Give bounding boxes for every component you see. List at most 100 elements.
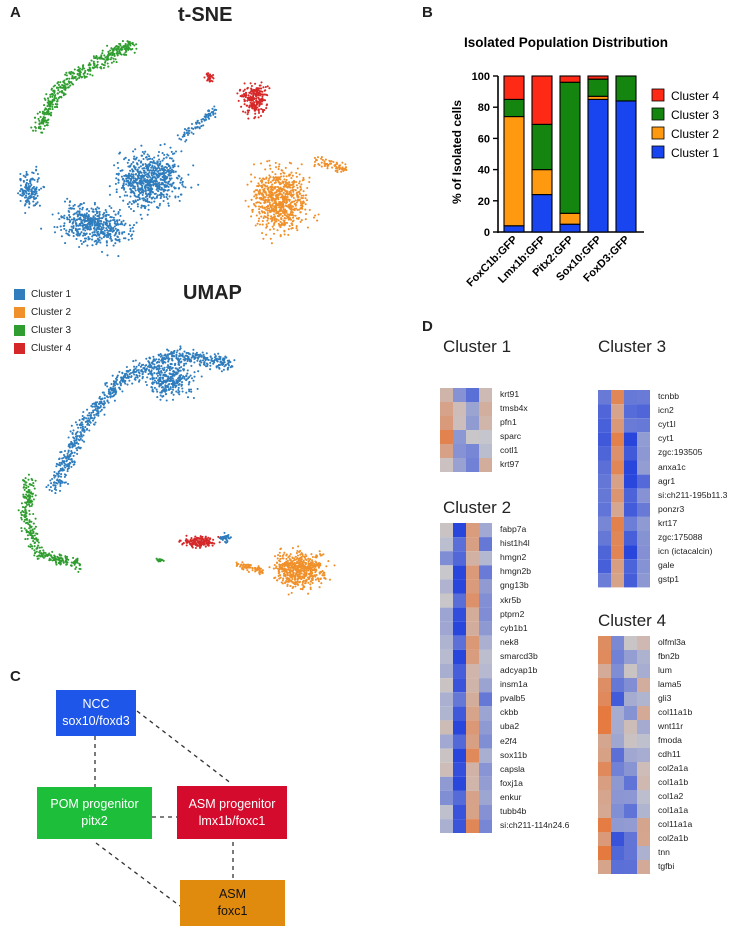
cell-point <box>125 179 128 182</box>
cell-point <box>100 401 103 404</box>
cell-point <box>282 577 285 580</box>
cell-point <box>202 124 205 127</box>
cell-point <box>320 582 323 585</box>
cell-point <box>102 233 105 236</box>
cell-point <box>130 185 133 188</box>
cell-point <box>33 552 37 555</box>
cell-point <box>92 55 95 58</box>
cell-point <box>140 160 143 163</box>
cell-point <box>28 185 31 188</box>
cell-point <box>91 220 94 223</box>
cell-point <box>57 556 60 559</box>
cell-point <box>274 166 278 169</box>
cell-point <box>183 131 186 134</box>
cell-point <box>297 195 300 198</box>
cell-point <box>70 460 74 463</box>
cell-point <box>29 529 32 532</box>
cell-point <box>53 95 56 98</box>
cell-point <box>99 398 102 401</box>
cell-point <box>165 156 168 159</box>
cell-point <box>309 558 312 561</box>
cell-point <box>99 219 102 222</box>
cell-point <box>52 474 56 477</box>
cell-point <box>279 557 282 560</box>
cell-point <box>167 358 170 362</box>
cell-point <box>279 547 283 550</box>
cell-point <box>242 93 246 96</box>
cell-point <box>72 72 75 75</box>
cell-point <box>26 503 29 506</box>
cell-point <box>24 175 27 179</box>
cell-point <box>75 447 78 450</box>
cell-point <box>250 198 253 201</box>
cell-point <box>61 457 64 460</box>
cell-point <box>83 430 86 433</box>
cell-point <box>253 176 256 179</box>
cell-point <box>269 181 272 184</box>
legend-label: Cluster 3 <box>31 325 72 336</box>
cell-point <box>200 355 203 358</box>
cell-point <box>260 196 263 199</box>
cell-point <box>300 202 303 205</box>
cell-point <box>17 509 20 512</box>
cell-point <box>34 121 37 124</box>
cluster-legend-item: Cluster 3 <box>14 325 71 336</box>
cell-point <box>172 373 175 376</box>
cell-point <box>206 75 210 78</box>
cell-point <box>149 157 152 160</box>
cell-point <box>288 224 291 228</box>
cell-point <box>282 208 285 211</box>
cell-point <box>284 180 287 183</box>
cell-point <box>288 214 291 217</box>
cell-point <box>301 569 304 572</box>
cell-point <box>160 365 163 368</box>
legend-swatch <box>14 325 25 336</box>
cell-point <box>190 122 194 126</box>
cell-point <box>50 111 53 114</box>
cell-point <box>31 495 34 498</box>
cell-point <box>181 543 184 546</box>
cell-point <box>40 546 43 549</box>
cell-point <box>197 537 200 540</box>
cell-point <box>155 372 158 375</box>
cell-point <box>114 58 117 61</box>
cell-point <box>83 220 86 223</box>
cell-point <box>282 562 286 565</box>
cell-point <box>72 556 75 559</box>
cell-point <box>91 218 94 221</box>
cell-point <box>116 220 119 223</box>
cell-point <box>305 580 308 583</box>
cell-point <box>204 537 207 540</box>
cell-point <box>163 366 166 369</box>
cell-point <box>30 188 33 191</box>
cell-point <box>37 544 40 547</box>
cell-point <box>141 193 144 197</box>
cell-point <box>289 553 292 556</box>
cell-point <box>156 396 159 399</box>
cell-point <box>169 375 172 378</box>
cell-point <box>28 482 31 486</box>
cell-point <box>81 429 84 432</box>
cell-point <box>226 541 229 544</box>
cell-point <box>117 212 120 215</box>
cell-point <box>86 423 89 426</box>
cell-point <box>36 178 39 181</box>
cell-point <box>283 551 286 554</box>
cell-point <box>197 370 200 373</box>
cell-point <box>75 237 78 241</box>
cell-point <box>77 68 81 71</box>
cluster-legend-item: Cluster 1 <box>14 289 71 300</box>
cell-point <box>58 461 61 464</box>
cell-point <box>25 522 28 525</box>
cell-point <box>97 233 100 236</box>
cell-point <box>246 96 249 99</box>
cell-point <box>81 425 84 428</box>
cell-point <box>188 388 191 391</box>
cell-point <box>256 101 259 104</box>
cell-point <box>118 195 122 198</box>
cell-point <box>72 232 75 235</box>
cell-point <box>111 374 114 377</box>
cell-point <box>163 143 166 146</box>
cell-point <box>168 195 171 198</box>
cell-point <box>190 390 193 393</box>
